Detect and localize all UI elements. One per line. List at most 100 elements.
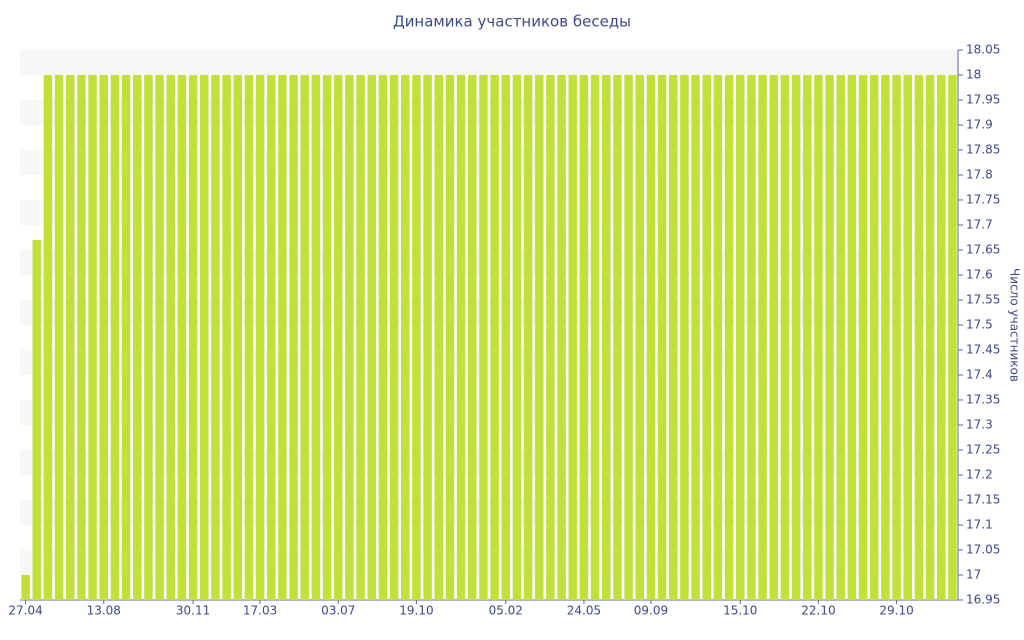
bar: [836, 75, 845, 600]
bar: [434, 75, 443, 600]
bar: [635, 75, 644, 600]
bar: [780, 75, 790, 600]
y-tick-label: 17.9: [966, 118, 993, 132]
bar: [680, 75, 689, 600]
bar: [590, 75, 600, 600]
bar: [557, 75, 566, 600]
bar: [702, 75, 711, 600]
grid-band: [20, 50, 958, 75]
bar: [133, 75, 142, 600]
bar: [579, 75, 589, 600]
bar: [758, 75, 767, 600]
bar: [267, 75, 276, 600]
bar: [367, 75, 376, 600]
bar: [66, 75, 75, 600]
bar: [423, 75, 432, 600]
bar: [88, 75, 97, 600]
bar: [389, 75, 399, 600]
x-tick-label: 19.10: [399, 604, 433, 618]
bar: [32, 240, 41, 600]
bar: [289, 75, 298, 600]
bar: [177, 75, 187, 600]
bar: [378, 75, 388, 600]
bar: [602, 75, 611, 600]
bar: [624, 75, 633, 600]
bar: [188, 75, 198, 600]
bar: [54, 75, 64, 600]
bar: [646, 75, 656, 600]
bar: [222, 75, 231, 600]
bar: [401, 75, 410, 600]
bar: [244, 75, 254, 600]
bar: [713, 75, 723, 600]
y-tick-label: 17.95: [966, 93, 1000, 107]
grid-band: [20, 250, 958, 275]
y-tick-label: 16.95: [966, 593, 1000, 607]
bar: [233, 75, 242, 600]
grid-band: [20, 550, 958, 575]
x-tick-label: 17.03: [243, 604, 277, 618]
bar: [657, 75, 667, 600]
x-tick-label: 29.10: [879, 604, 913, 618]
bar: [546, 75, 555, 600]
bar: [858, 75, 868, 600]
bar: [613, 75, 622, 600]
bar: [334, 75, 343, 600]
y-tick-label: 18.05: [966, 43, 1000, 57]
bar: [445, 75, 455, 600]
bar: [200, 75, 209, 600]
x-tick-label: 30.11: [176, 604, 210, 618]
grid-band: [20, 300, 958, 325]
bar: [21, 575, 30, 600]
bar: [691, 75, 700, 600]
x-tick-label: 15.10: [723, 604, 757, 618]
y-tick-label: 17.6: [966, 268, 993, 282]
x-tick-label: 13.08: [87, 604, 121, 618]
bar: [925, 75, 935, 600]
x-tick-label: 27.04: [8, 604, 42, 618]
bar: [356, 75, 365, 600]
bar: [825, 75, 834, 600]
bar: [736, 75, 745, 600]
x-tick-label: 09.09: [634, 604, 668, 618]
bar: [490, 75, 499, 600]
bar: [300, 75, 309, 600]
bar: [43, 75, 53, 600]
bar: [77, 75, 86, 600]
x-tick-label: 05.02: [489, 604, 523, 618]
bar: [501, 75, 510, 600]
bar: [769, 75, 778, 600]
grid-band: [20, 450, 958, 475]
bar: [322, 75, 332, 600]
bar: [724, 75, 734, 600]
y-tick-label: 17.4: [966, 368, 993, 382]
grid-band: [20, 200, 958, 225]
bar: [914, 75, 924, 600]
y-tick-label: 17.05: [966, 543, 1000, 557]
y-tick-label: 17.35: [966, 393, 1000, 407]
bar: [747, 75, 756, 600]
bar: [523, 75, 533, 600]
bar: [255, 75, 265, 600]
chart-title: Динамика участников беседы: [393, 13, 631, 31]
y-tick-label: 17.8: [966, 168, 993, 182]
bar: [110, 75, 120, 600]
bar: [937, 75, 946, 600]
bar: [99, 75, 108, 600]
y-tick-label: 17.75: [966, 193, 1000, 207]
bar: [535, 75, 544, 600]
y-tick-label: 17.5: [966, 318, 993, 332]
bar: [468, 75, 477, 600]
y-axis-label: Число участников: [1008, 268, 1022, 382]
grid-band: [20, 350, 958, 375]
bar: [903, 75, 912, 600]
bar: [456, 75, 466, 600]
y-tick-label: 18: [966, 68, 981, 82]
bar: [278, 75, 287, 600]
y-tick-label: 17.55: [966, 293, 1000, 307]
bar: [568, 75, 577, 600]
bar: [412, 75, 421, 600]
x-tick-label: 03.07: [321, 604, 355, 618]
bar: [791, 75, 801, 600]
